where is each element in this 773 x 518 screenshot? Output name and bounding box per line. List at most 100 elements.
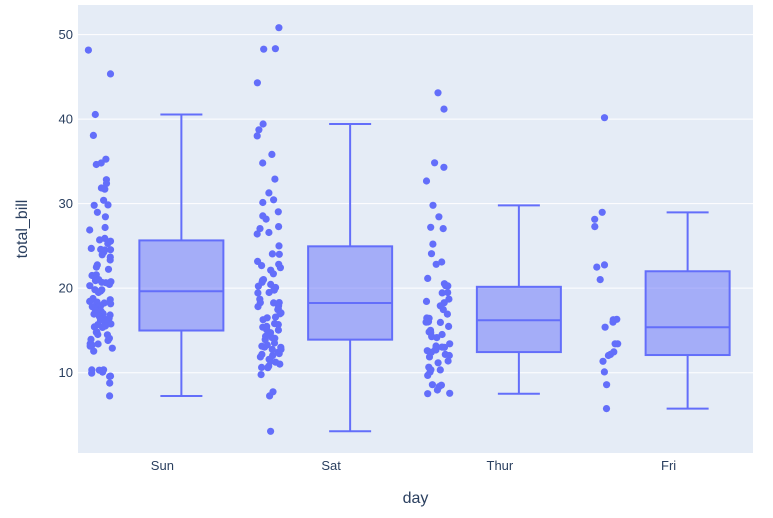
box-sat — [307, 123, 394, 433]
data-point — [254, 282, 262, 290]
data-point — [445, 351, 453, 360]
data-point — [439, 225, 447, 233]
data-point — [600, 114, 609, 122]
y-axis-title: total_bill — [14, 200, 31, 259]
box-thur — [475, 204, 562, 395]
data-point — [276, 264, 284, 272]
data-point — [593, 263, 601, 271]
data-point — [261, 343, 269, 351]
data-point — [90, 347, 98, 355]
data-point — [106, 70, 115, 78]
data-point — [609, 318, 617, 326]
y-tick-label: 10 — [59, 365, 73, 380]
box-layer — [138, 113, 731, 433]
y-tick-label: 50 — [59, 27, 73, 42]
data-point — [106, 379, 114, 387]
data-point — [107, 320, 115, 328]
data-point — [106, 372, 114, 381]
data-point — [98, 323, 107, 331]
data-point — [102, 179, 111, 187]
box-fri — [644, 211, 731, 410]
data-point — [431, 159, 439, 167]
data-point — [258, 262, 266, 270]
data-point — [275, 223, 283, 231]
data-point — [274, 208, 282, 216]
data-point — [275, 242, 283, 250]
data-point — [101, 223, 109, 232]
data-point — [599, 357, 607, 365]
data-point — [434, 359, 442, 367]
data-point — [105, 280, 113, 288]
data-point — [104, 265, 113, 273]
data-point — [436, 318, 444, 326]
data-point — [106, 256, 114, 264]
data-point — [424, 274, 432, 282]
data-point — [90, 201, 98, 209]
data-point — [425, 353, 434, 361]
data-point — [438, 330, 446, 339]
data-point — [601, 323, 609, 331]
data-point — [602, 405, 611, 413]
data-point — [436, 366, 444, 374]
plot-area — [78, 5, 753, 453]
data-point — [94, 330, 102, 339]
data-point — [96, 236, 104, 244]
data-point — [91, 110, 99, 119]
point-layer — [84, 24, 622, 435]
data-point — [434, 89, 442, 97]
x-tick-label: Fri — [661, 458, 676, 473]
data-point — [600, 368, 609, 376]
data-point — [93, 208, 101, 216]
data-point — [444, 357, 452, 365]
data-point — [94, 340, 102, 348]
data-point — [253, 132, 261, 140]
data-point — [104, 201, 112, 209]
data-point — [84, 46, 92, 54]
data-point — [424, 371, 432, 379]
data-point — [433, 334, 441, 342]
data-point — [257, 371, 265, 379]
points-thur — [422, 89, 454, 398]
data-point — [427, 223, 435, 231]
data-point — [104, 239, 112, 248]
box-body — [307, 245, 394, 341]
data-point — [92, 160, 100, 169]
data-point — [440, 343, 449, 351]
data-point — [591, 223, 599, 231]
data-point — [106, 392, 114, 400]
data-point — [86, 226, 94, 234]
data-point — [108, 344, 116, 352]
y-tick-label: 40 — [59, 112, 73, 127]
y-tick-labels: 10 20 30 40 50 — [59, 27, 73, 380]
data-point — [275, 250, 283, 258]
data-point — [259, 120, 267, 128]
data-point — [260, 45, 268, 53]
data-point — [433, 386, 441, 394]
data-point — [265, 228, 273, 237]
data-point — [422, 297, 431, 305]
data-point — [438, 289, 446, 297]
data-point — [104, 336, 112, 345]
box-body — [138, 239, 225, 332]
data-point — [258, 363, 266, 371]
data-point — [253, 230, 261, 238]
data-point — [255, 126, 263, 134]
data-point — [274, 326, 282, 334]
data-point — [265, 288, 273, 297]
data-point — [444, 288, 452, 297]
data-point — [101, 213, 109, 221]
data-point — [276, 360, 284, 368]
data-point — [443, 310, 451, 318]
data-point — [614, 340, 622, 348]
x-tick-label: Sat — [321, 458, 341, 473]
points-fri — [591, 114, 622, 413]
data-point — [91, 277, 100, 285]
data-point — [271, 175, 279, 183]
data-point — [422, 177, 431, 185]
box-body — [644, 270, 731, 357]
box-sun — [138, 113, 225, 397]
x-axis-title: day — [403, 490, 429, 507]
data-point — [446, 389, 454, 397]
data-point — [271, 313, 280, 321]
